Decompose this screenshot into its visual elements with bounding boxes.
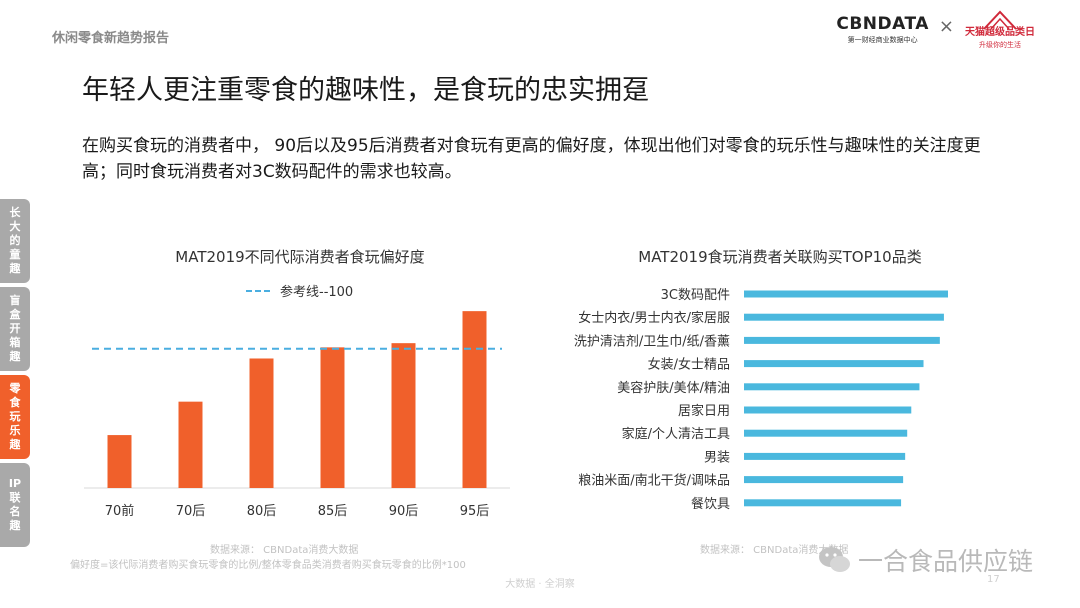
footer-text: 大数据 · 全洞察 [505, 579, 575, 590]
side-tab-2[interactable]: 盲盒开箱趣 [0, 287, 30, 371]
side-tab-label: IP联名趣 [8, 477, 22, 532]
y-tick-label: 女装/女士精品 [648, 357, 730, 373]
y-tick-label: 餐饮具 [691, 496, 730, 512]
cbndata-logo-text: CBNDATA [836, 14, 929, 34]
bar [744, 360, 924, 368]
bar [178, 401, 203, 488]
page-title: 年轻人更注重零食的趣味性，是食玩的忠实拥趸 [82, 75, 649, 106]
left-chart-note: 偏好度=该代际消费者购买食玩零食的比例/整体零食品类消费者购买食玩零食的比例*1… [70, 560, 466, 571]
side-tabs: 长大的童趣 盲盒开箱趣 零食玩乐趣 IP联名趣 [0, 199, 30, 551]
bar [744, 406, 912, 414]
side-tab-1[interactable]: 长大的童趣 [0, 199, 30, 283]
watermark: 一合食品供应链 [818, 542, 1033, 578]
tmall-roof-icon [983, 10, 1017, 30]
reference-legend-label: 参考线--100 [280, 285, 354, 300]
bar [391, 343, 416, 488]
y-tick-label: 男装 [704, 450, 730, 465]
bar [744, 429, 908, 437]
y-tick-label: 3C数码配件 [661, 288, 730, 303]
cbndata-logo-subtitle: 第一财经商业数据中心 [847, 36, 918, 44]
bar [744, 452, 906, 460]
x-tick-label: 80后 [247, 504, 277, 519]
bar [462, 311, 487, 488]
right-chart-source: 数据来源： CBNData消费大数据 [700, 545, 849, 556]
right-chart-title: MAT2019食玩消费者关联购买TOP10品类 [638, 248, 922, 266]
bar [744, 336, 940, 344]
x-tick-label: 70后 [176, 504, 206, 519]
bar [107, 435, 132, 488]
reference-legend: 参考线--100 [246, 281, 353, 300]
left-chart-title: MAT2019不同代际消费者食玩偏好度 [175, 248, 425, 266]
x-tick-label: 90后 [389, 504, 419, 519]
watermark-text: 一合食品供应链 [858, 547, 1034, 576]
times-icon: × [938, 16, 954, 37]
bar [744, 476, 904, 484]
y-tick-label: 美容护肤/美体/精油 [617, 380, 730, 396]
side-tab-label: 盲盒开箱趣 [9, 294, 21, 363]
x-tick-label: 95后 [460, 504, 490, 519]
right-chart: 3C数码配件女士内衣/男士内衣/家居服洗护清洁剂/卫生巾/纸/香薰女装/女士精品… [574, 288, 948, 512]
y-tick-label: 粮油米面/南北干货/调味品 [578, 473, 730, 489]
logo-area: CBNDATA 第一财经商业数据中心 × 天猫超级品类日 升级你的生活 [836, 10, 1036, 58]
left-chart: 70前 70后 80后 85后 90后 95后 [84, 311, 510, 519]
side-tab-4[interactable]: IP联名趣 [0, 463, 30, 547]
tmall-logo-subtitle: 升级你的生活 [979, 41, 1021, 49]
bar [249, 358, 274, 488]
side-tab-label: 长大的童趣 [9, 206, 21, 275]
y-tick-label: 洗护清洁剂/卫生巾/纸/香薰 [574, 334, 730, 349]
report-tag: 休闲零食新趋势报告 [52, 31, 170, 46]
page-description: 在购买食玩的消费者中， 90后以及95后消费者对食玩有更高的偏好度，体现出他们对… [82, 136, 981, 182]
reference-legend-swatch [246, 289, 270, 292]
x-tick-label: 70前 [105, 503, 135, 519]
x-tick-label: 85后 [318, 504, 348, 519]
bar [744, 290, 948, 298]
y-tick-label: 居家日用 [678, 403, 730, 419]
y-tick-label: 家庭/个人清洁工具 [622, 426, 730, 442]
y-tick-label: 女士内衣/男士内衣/家居服 [578, 310, 730, 326]
bar [744, 313, 944, 321]
wechat-icon [819, 547, 850, 572]
cbndata-logo: CBNDATA 第一财经商业数据中心 [836, 14, 929, 45]
side-tab-3[interactable]: 零食玩乐趣 [0, 375, 30, 459]
tmall-logo: 天猫超级品类日 升级你的生活 [964, 10, 1036, 50]
bar [744, 383, 920, 391]
bar [744, 499, 902, 507]
side-tab-label: 零食玩乐趣 [9, 382, 21, 451]
page-number: 17 [987, 574, 1000, 585]
left-chart-source: 数据来源： CBNData消费大数据 [210, 545, 359, 556]
tmall-logo-text: 天猫超级品类日 [965, 27, 1035, 38]
bar [320, 347, 345, 488]
